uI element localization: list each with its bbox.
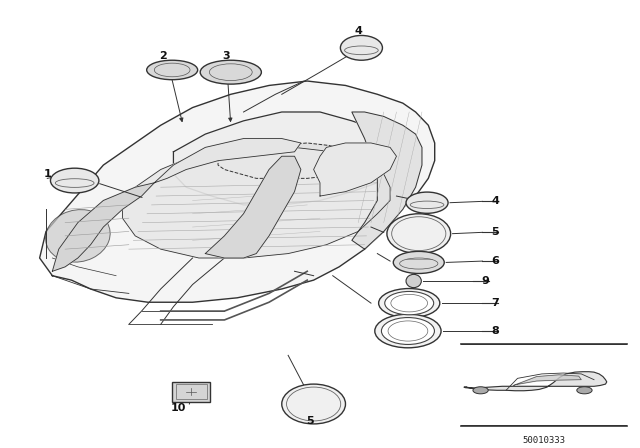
Ellipse shape xyxy=(381,318,435,345)
Text: 5: 5 xyxy=(307,416,314,426)
Text: 3: 3 xyxy=(222,51,230,61)
Ellipse shape xyxy=(375,314,441,348)
Polygon shape xyxy=(514,375,581,385)
Polygon shape xyxy=(205,156,301,258)
Ellipse shape xyxy=(577,387,592,394)
Text: 9: 9 xyxy=(482,276,490,286)
Polygon shape xyxy=(154,138,301,183)
Bar xyxy=(172,382,211,401)
Ellipse shape xyxy=(406,274,421,288)
Text: 5: 5 xyxy=(492,227,499,237)
Text: 7: 7 xyxy=(492,298,499,308)
Ellipse shape xyxy=(406,192,448,213)
Ellipse shape xyxy=(51,168,99,193)
Ellipse shape xyxy=(200,60,261,84)
Polygon shape xyxy=(40,81,435,302)
Ellipse shape xyxy=(45,210,110,262)
Polygon shape xyxy=(122,147,390,258)
Bar xyxy=(461,425,627,426)
Polygon shape xyxy=(218,143,358,178)
Text: 4: 4 xyxy=(355,26,362,36)
Ellipse shape xyxy=(147,60,198,80)
Ellipse shape xyxy=(473,387,488,394)
Ellipse shape xyxy=(340,35,383,60)
Text: 1: 1 xyxy=(44,169,51,179)
Bar xyxy=(176,384,207,399)
Text: 10: 10 xyxy=(171,404,186,414)
Text: 2: 2 xyxy=(159,51,166,61)
Polygon shape xyxy=(52,183,154,271)
Text: 50010333: 50010333 xyxy=(523,436,566,445)
Ellipse shape xyxy=(379,289,440,318)
Polygon shape xyxy=(173,112,403,205)
Polygon shape xyxy=(314,143,396,196)
Ellipse shape xyxy=(387,214,451,254)
Polygon shape xyxy=(352,112,422,249)
Ellipse shape xyxy=(282,384,346,424)
Text: 6: 6 xyxy=(492,256,499,266)
Bar xyxy=(461,344,627,345)
Text: 4: 4 xyxy=(492,196,499,207)
Ellipse shape xyxy=(385,292,434,315)
Polygon shape xyxy=(464,372,607,391)
Ellipse shape xyxy=(394,251,444,273)
Text: 8: 8 xyxy=(492,326,499,336)
